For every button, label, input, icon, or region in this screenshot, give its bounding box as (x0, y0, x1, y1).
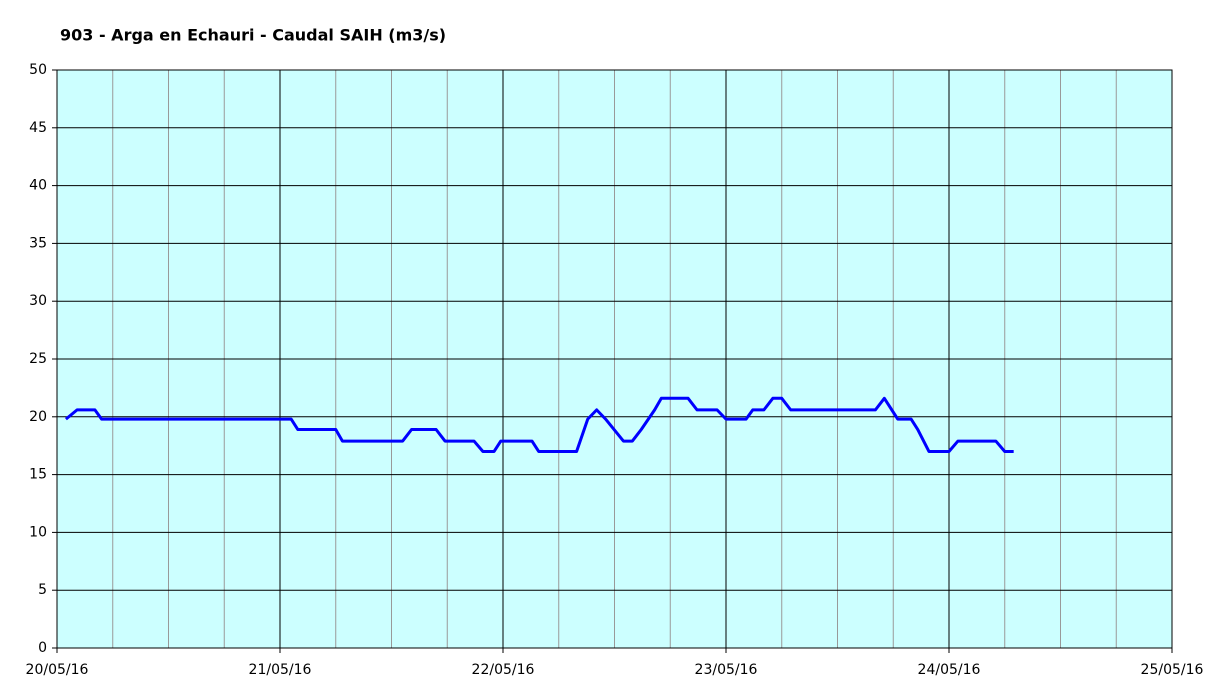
data-line (64, 396, 1014, 453)
x-tick-label: 22/05/16 (472, 662, 535, 678)
y-tick-label: 40 (29, 178, 47, 194)
x-tick-label: 20/05/16 (26, 662, 89, 678)
y-tick-label: 35 (29, 235, 47, 251)
x-tick-label: 23/05/16 (695, 662, 758, 678)
y-tick-label: 20 (29, 409, 47, 425)
y-tick-label: 25 (29, 351, 47, 367)
y-tick-label: 10 (29, 524, 47, 540)
y-tick-label: 30 (29, 293, 47, 309)
plot-border (56, 69, 1173, 649)
chart-title: 903 - Arga en Echauri - Caudal SAIH (m3/… (60, 26, 446, 45)
x-tick-label: 21/05/16 (249, 662, 312, 678)
y-tick-label: 0 (38, 640, 47, 656)
y-tick-label: 50 (29, 62, 47, 78)
x-tick-label: 24/05/16 (918, 662, 981, 678)
x-tick-label: 25/05/16 (1141, 662, 1204, 678)
y-tick-label: 15 (29, 467, 47, 483)
y-tick-label: 5 (38, 582, 47, 598)
y-tick-label: 45 (29, 120, 47, 136)
